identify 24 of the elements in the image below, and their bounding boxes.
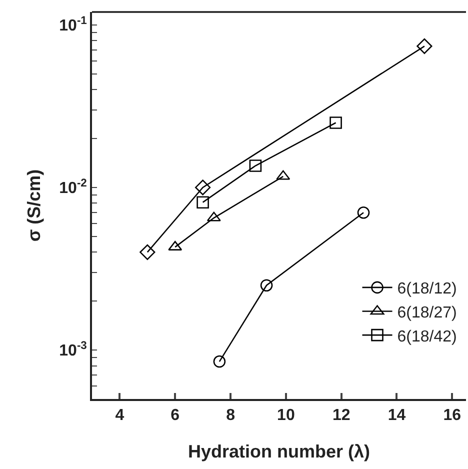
y-tick-label: 10$^{-1}$ — [59, 14, 87, 34]
point — [140, 244, 156, 260]
y-tick-label: 10$^{-3}$ — [59, 340, 87, 360]
point — [357, 206, 370, 219]
point — [330, 116, 342, 129]
x-tick-label: 4 — [115, 407, 124, 424]
x-tick-label: 12 — [332, 407, 350, 424]
x-tick-label: 16 — [443, 407, 462, 424]
legend-label: 6(18/42) — [397, 328, 457, 346]
point — [213, 355, 226, 368]
point — [249, 160, 262, 172]
x-tick-label: 14 — [388, 407, 406, 424]
point — [416, 38, 432, 54]
point — [195, 180, 211, 196]
x-tick-label: 6 — [170, 407, 180, 424]
point — [260, 279, 273, 292]
legend-label: 6(18/12) — [397, 280, 457, 298]
x-axis-title: Hydration number (λ) — [188, 442, 370, 462]
y-axis-title: σ (S/cm) — [24, 169, 44, 242]
x-tick-label: 10 — [277, 407, 295, 424]
point — [196, 196, 209, 208]
x-tick-label: 8 — [226, 407, 236, 424]
legend-label: 6(18/27) — [397, 304, 457, 322]
y-tick-label: 10$^{-2}$ — [59, 177, 87, 198]
